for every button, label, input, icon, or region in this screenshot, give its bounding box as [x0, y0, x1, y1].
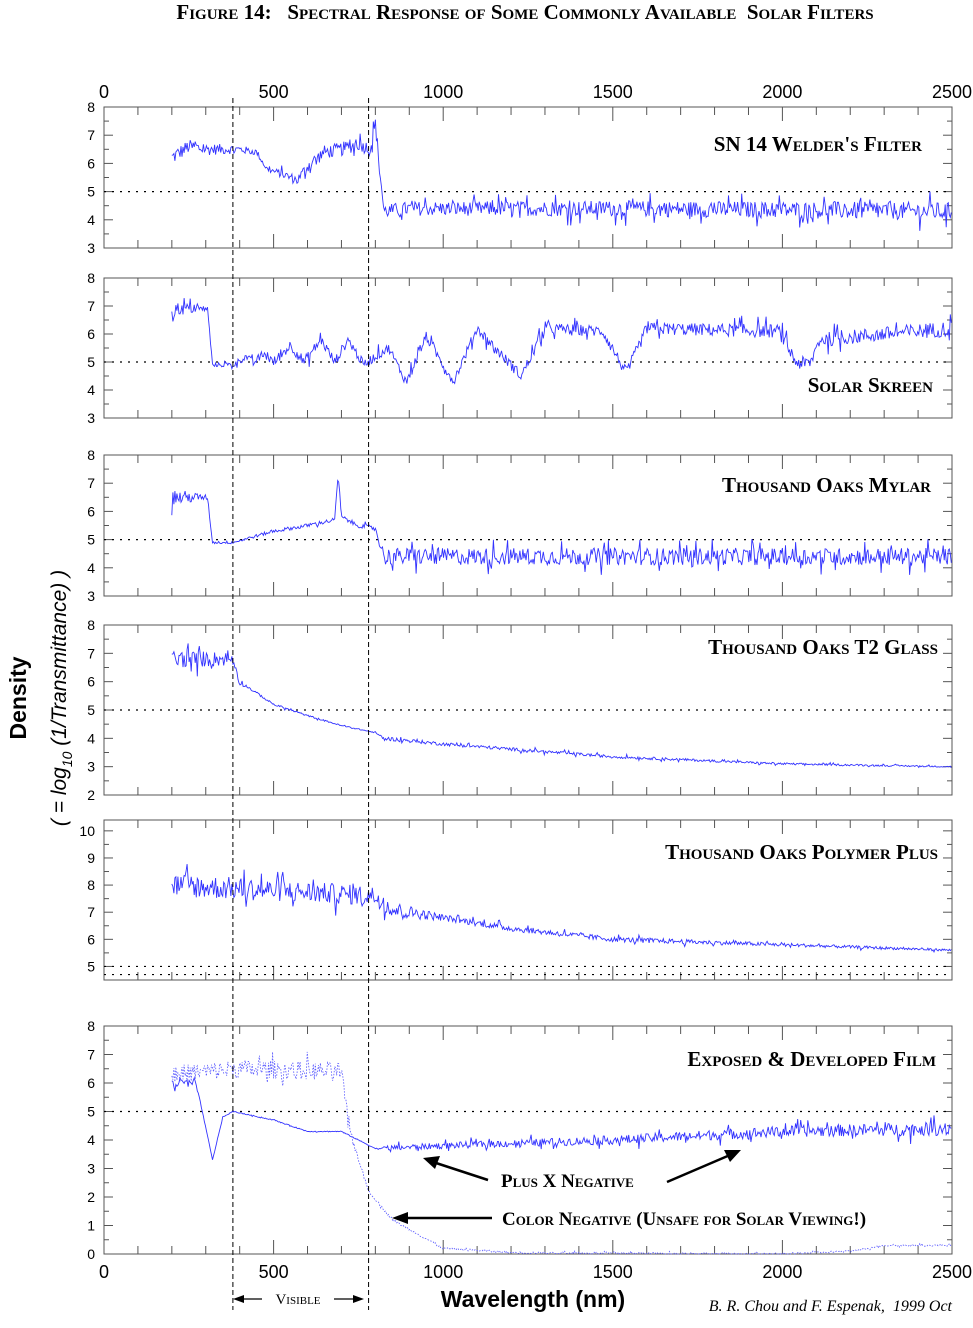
panel-label: Solar Skreen — [808, 373, 933, 397]
y-tick-label: 3 — [87, 588, 95, 604]
y-axis-label: Density — [5, 656, 31, 739]
ylabel-suffix: (1/Transmittance) ) — [48, 570, 71, 752]
panel-2: 3 4 5 6 7 8 Solar Skreen — [87, 270, 953, 426]
y-tick-label: 5 — [87, 354, 95, 370]
y-tick-label: 10 — [79, 823, 95, 839]
y-tick-label: 3 — [87, 1161, 95, 1177]
y-tick-label: 6 — [87, 674, 95, 690]
visible-arrowhead-left — [233, 1295, 244, 1303]
panel-4: 2 3 4 5 6 7 8 Thousand Oaks T2 Glass — [87, 617, 953, 803]
ylabel-prefix: ( = log — [48, 767, 71, 826]
film-annotations: Plus X Negative Color Negative (Unsafe f… — [392, 1150, 866, 1230]
y-tick-label: 8 — [87, 617, 95, 633]
x-tick-label-top: 1000 — [423, 82, 463, 102]
y-tick-label: 8 — [87, 99, 95, 115]
x-tick-label-bottom: 1000 — [423, 1262, 463, 1282]
visible-arrowhead-right — [353, 1295, 364, 1303]
y-tick-label: 8 — [87, 447, 95, 463]
panel-6: 0 1 2 3 4 5 6 7 8 Exposed & Developed Film — [87, 1018, 953, 1262]
x-tick-label-bottom: 1500 — [593, 1262, 633, 1282]
y-tick-label: 8 — [87, 1018, 95, 1034]
x-tick-label-top: 0 — [99, 82, 109, 102]
y-tick-label: 5 — [87, 532, 95, 548]
y-tick-label: 5 — [87, 184, 95, 200]
plus-x-label: Plus X Negative — [501, 1171, 634, 1192]
y-tick-label: 7 — [87, 475, 95, 491]
panel-frame — [103, 819, 953, 981]
series-line — [171, 119, 952, 231]
y-tick-label: 7 — [87, 298, 95, 314]
y-tick-label: 4 — [87, 382, 95, 398]
y-tick-label: 8 — [87, 270, 95, 286]
y-tick-label: 4 — [87, 730, 95, 746]
y-tick-label: 2 — [87, 787, 95, 803]
panel-frame — [103, 106, 953, 249]
ylabel-base: 10 — [59, 751, 75, 767]
plus-x-arrow-left — [432, 1160, 489, 1182]
panel-label: SN 14 Welder's Filter — [714, 132, 922, 156]
panel-label: Exposed & Developed Film — [687, 1047, 936, 1071]
y-tick-label: 5 — [87, 958, 95, 974]
y-tick-label: 7 — [87, 904, 95, 920]
y-axis-sublabel: ( = log10 (1/Transmittance) ) — [48, 570, 75, 826]
y-tick-label: 0 — [87, 1246, 95, 1262]
panel-1: 3 4 5 6 7 8 SN 14 Welder's Filter — [87, 99, 953, 256]
y-tick-label: 4 — [87, 1132, 95, 1148]
panel-5: 5 6 7 8 9 10 Thousand Oaks Polymer Plus — [79, 819, 953, 981]
visible-band-annotation: Visible — [233, 1292, 364, 1308]
y-tick-label: 2 — [87, 1189, 95, 1205]
y-tick-label: 4 — [87, 560, 95, 576]
x-tick-label-top: 2500 — [932, 82, 972, 102]
panel-label: Thousand Oaks T2 Glass — [708, 635, 938, 659]
y-tick-label: 5 — [87, 702, 95, 718]
x-axis-label: Wavelength (nm) — [441, 1286, 625, 1312]
x-tick-label-top: 2000 — [762, 82, 802, 102]
plus-x-arrowhead-left — [423, 1156, 440, 1169]
figure-title: Figure 14: Spectral Response of Some Com… — [176, 0, 873, 24]
plus-x-arrowhead-right — [724, 1150, 741, 1162]
y-tick-label: 6 — [87, 503, 95, 519]
y-tick-label: 7 — [87, 645, 95, 661]
plus-x-arrow-right — [666, 1153, 731, 1184]
x-tick-label-bottom: 0 — [99, 1262, 109, 1282]
y-tick-label: 3 — [87, 410, 95, 426]
y-tick-label: 3 — [87, 240, 95, 256]
y-tick-label: 7 — [87, 127, 95, 143]
visible-label: Visible — [275, 1292, 320, 1308]
y-tick-label: 3 — [87, 759, 95, 775]
color-negative-arrowhead — [392, 1212, 408, 1224]
panel-label: Thousand Oaks Mylar — [722, 473, 931, 497]
series-line — [171, 1076, 952, 1160]
y-tick-label: 1 — [87, 1218, 95, 1234]
series-line — [171, 479, 952, 575]
y-tick-label: 6 — [87, 931, 95, 947]
y-tick-label: 6 — [87, 326, 95, 342]
y-tick-label: 5 — [87, 1104, 95, 1120]
credit-text: B. R. Chou and F. Espenak, 1999 Oct — [709, 1298, 953, 1315]
x-tick-label-top: 1500 — [593, 82, 633, 102]
panel-frame — [103, 277, 953, 419]
y-tick-label: 8 — [87, 877, 95, 893]
series-line — [171, 864, 952, 953]
color-negative-label: Color Negative (Unsafe for Solar Viewing… — [502, 1209, 866, 1230]
y-tick-label: 6 — [87, 1075, 95, 1091]
x-tick-label-bottom: 2000 — [762, 1262, 802, 1282]
series-line — [171, 643, 952, 769]
panel-3: 3 4 5 6 7 8 Thousand Oaks Mylar — [87, 447, 953, 604]
series-line — [171, 1051, 952, 1255]
x-tick-label-top: 500 — [259, 82, 289, 102]
y-tick-label: 6 — [87, 155, 95, 171]
x-tick-label-bottom: 2500 — [932, 1262, 972, 1282]
panels: 3 4 5 6 7 8 SN 14 Welder's Filter 3 4 5 6 7 8 Solar S… — [79, 82, 972, 1310]
y-tick-label: 4 — [87, 212, 95, 228]
y-tick-label: 7 — [87, 1047, 95, 1063]
panel-label: Thousand Oaks Polymer Plus — [665, 840, 938, 864]
x-tick-label-bottom: 500 — [259, 1262, 289, 1282]
y-tick-label: 9 — [87, 850, 95, 866]
series-line — [171, 298, 952, 385]
